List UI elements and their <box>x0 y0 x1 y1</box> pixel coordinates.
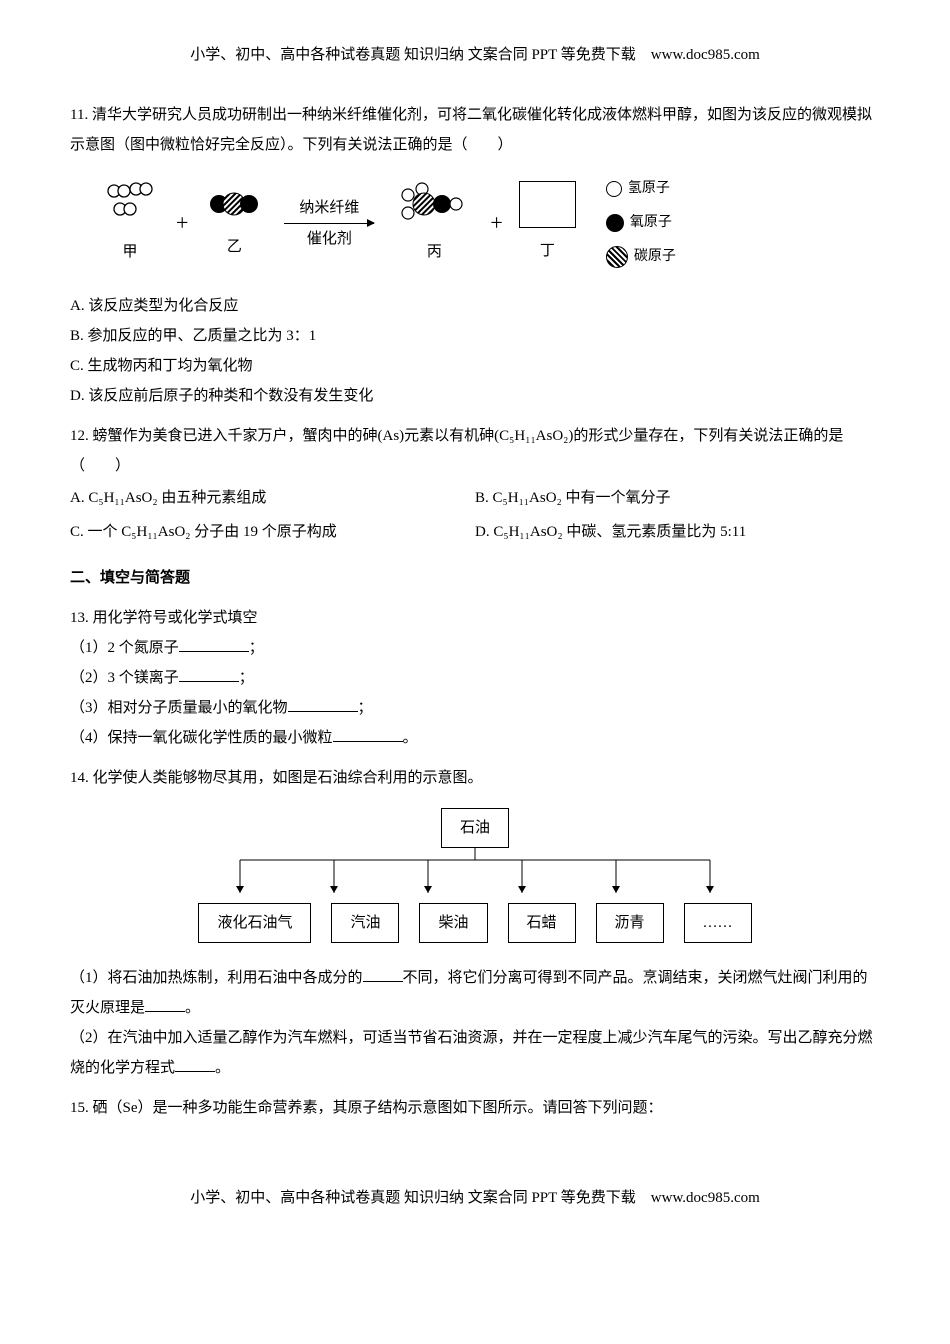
page-footer: 小学、初中、高中各种试卷真题 知识归纳 文案合同 PPT 等免费下载 www.d… <box>70 1183 880 1213</box>
q14-flowchart: 石油 液化石油气 汽油 柴 <box>70 808 880 943</box>
q13-p4: （4）保持一氧化碳化学性质的最小微粒 。 <box>70 723 880 753</box>
mol-h2x3 <box>100 179 160 229</box>
q14-p1: （1）将石油加热炼制，利用石油中各成分的不同，将它们分离可得到不同产品。烹调结束… <box>70 963 880 1023</box>
q13-p1: （1）2 个氮原子 ； <box>70 633 880 663</box>
q11-opt-b: B. 参加反应的甲、乙质量之比为 3：1 <box>70 321 880 351</box>
flow-item-5: …… <box>684 903 752 943</box>
blank-14-3[interactable] <box>175 1056 215 1072</box>
period-1: 。 <box>403 730 418 746</box>
semi-2: ； <box>239 670 254 686</box>
mol-co2 <box>204 184 264 224</box>
flow-item-1: 汽油 <box>331 903 399 943</box>
legend-h-label: 氢原子 <box>628 175 670 203</box>
q13-p2-text: （2）3 个镁离子 <box>70 670 179 686</box>
atom-legend: 氢原子 氧原子 碳原子 <box>606 175 676 271</box>
legend-c-label: 碳原子 <box>634 243 676 271</box>
blank-13-3[interactable] <box>288 696 358 712</box>
q15-stem: 15. 硒（Se）是一种多功能生命营养素，其原子结构示意图如下图所示。请回答下列… <box>70 1093 880 1123</box>
blank-14-1[interactable] <box>363 966 403 982</box>
q13-p3: （3）相对分子质量最小的氧化物 ； <box>70 693 880 723</box>
q12-opt-b: B. C₅H₁₁AsO₂ 中有一个氧分子 <box>475 483 880 513</box>
q14-p1c: 。 <box>185 1000 200 1016</box>
legend-c: 碳原子 <box>606 243 676 271</box>
legend-o-label: 氧原子 <box>630 209 672 237</box>
page-header: 小学、初中、高中各种试卷真题 知识归纳 文案合同 PPT 等免费下载 www.d… <box>70 40 880 70</box>
flow-item-4: 沥青 <box>596 903 664 943</box>
label-ding: 丁 <box>540 236 555 266</box>
flow-bottom-row: 液化石油气 汽油 柴油 石蜡 沥青 …… <box>198 903 751 943</box>
question-13: 13. 用化学符号或化学式填空 （1）2 个氮原子 ； （2）3 个镁离子 ； （3… <box>70 603 880 753</box>
plus-2: + <box>490 201 502 245</box>
q11-stem: 11. 清华大学研究人员成功研制出一种纳米纤维催化剂，可将二氧化碳催化转化成液体… <box>70 100 880 160</box>
q12-options: A. C₅H₁₁AsO₂ 由五种元素组成 B. C₅H₁₁AsO₂ 中有一个氧分… <box>70 481 880 549</box>
q14-p2b: 。 <box>215 1060 230 1076</box>
semi-3: ； <box>358 700 373 716</box>
reactant-yi: 乙 <box>204 184 264 262</box>
h-atom-icon <box>606 181 622 197</box>
q14-stem: 14. 化学使人类能够物尽其用，如图是石油综合利用的示意图。 <box>70 763 880 793</box>
reaction-arrow: 纳米纤维 催化剂 <box>284 193 374 254</box>
q12-stem: 12. 螃蟹作为美食已进入千家万户，蟹肉中的砷(As)元素以有机砷(C₅H₁₁A… <box>70 421 880 481</box>
label-bing: 丙 <box>427 237 442 267</box>
question-14: 14. 化学使人类能够物尽其用，如图是石油综合利用的示意图。 石油 <box>70 763 880 1083</box>
q13-stem: 13. 用化学符号或化学式填空 <box>70 603 880 633</box>
label-yi: 乙 <box>227 232 242 262</box>
flow-top: 石油 <box>441 808 509 848</box>
blank-14-2[interactable] <box>145 996 185 1012</box>
blank-13-4[interactable] <box>333 726 403 742</box>
question-12: 12. 螃蟹作为美食已进入千家万户，蟹肉中的砷(As)元素以有机砷(C₅H₁₁A… <box>70 421 880 549</box>
q11-diagram: 甲 + 乙 纳米纤维 催化剂 <box>100 175 880 271</box>
q14-p2: （2）在汽油中加入适量乙醇作为汽车燃料，可适当节省石油资源，并在一定程度上减少汽… <box>70 1023 880 1083</box>
product-ding: 丁 <box>519 181 576 266</box>
q14-p1a: （1）将石油加热炼制，利用石油中各成分的 <box>70 970 363 986</box>
arrow-bot-label: 催化剂 <box>284 224 374 254</box>
q13-p3-text: （3）相对分子质量最小的氧化物 <box>70 700 288 716</box>
blank-13-1[interactable] <box>179 636 249 652</box>
reactant-jia: 甲 <box>100 179 160 267</box>
section-2-title: 二、填空与简答题 <box>70 563 880 593</box>
q13-p2: （2）3 个镁离子 ； <box>70 663 880 693</box>
empty-box <box>519 181 576 228</box>
plus-1: + <box>176 201 188 245</box>
q13-p4-text: （4）保持一氧化碳化学性质的最小微粒 <box>70 730 333 746</box>
c-atom-icon <box>606 246 628 268</box>
q11-opt-c: C. 生成物丙和丁均为氧化物 <box>70 351 880 381</box>
flow-item-3: 石蜡 <box>508 903 576 943</box>
label-jia: 甲 <box>122 237 137 267</box>
legend-o: 氧原子 <box>606 209 676 237</box>
q13-p1-text: （1）2 个氮原子 <box>70 640 179 656</box>
question-11: 11. 清华大学研究人员成功研制出一种纳米纤维催化剂，可将二氧化碳催化转化成液体… <box>70 100 880 411</box>
o-atom-icon <box>606 214 624 232</box>
arrow-line <box>284 223 374 224</box>
q11-opt-d: D. 该反应前后原子的种类和个数没有发生变化 <box>70 381 880 411</box>
flow-item-0: 液化石油气 <box>198 903 311 943</box>
product-bing: 丙 <box>394 179 474 267</box>
q11-opt-a: A. 该反应类型为化合反应 <box>70 291 880 321</box>
flow-item-2: 柴油 <box>419 903 487 943</box>
question-15: 15. 硒（Se）是一种多功能生命营养素，其原子结构示意图如下图所示。请回答下列… <box>70 1093 880 1123</box>
q12-opt-a: A. C₅H₁₁AsO₂ 由五种元素组成 <box>70 483 475 513</box>
mol-ch3oh <box>394 179 474 229</box>
semi-1: ； <box>249 640 264 656</box>
blank-13-2[interactable] <box>179 666 239 682</box>
q12-opt-d: D. C₅H₁₁AsO₂ 中碳、氢元素质量比为 5:11 <box>475 517 880 547</box>
q12-opt-c: C. 一个 C₅H₁₁AsO₂ 分子由 19 个原子构成 <box>70 517 475 547</box>
legend-h: 氢原子 <box>606 175 676 203</box>
arrow-top-label: 纳米纤维 <box>284 193 374 223</box>
flow-arrows <box>185 848 765 903</box>
